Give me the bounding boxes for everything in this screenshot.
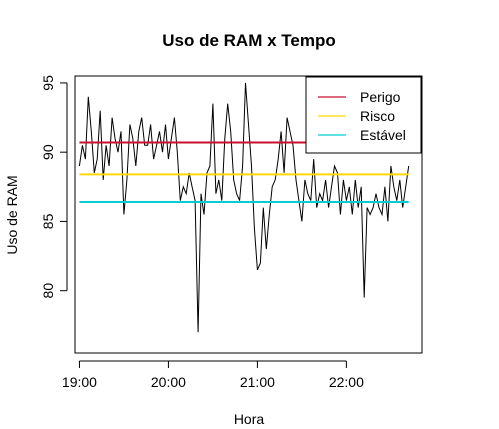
legend-label: Perigo	[360, 89, 401, 105]
y-tick-label: 90	[40, 144, 56, 160]
x-axis-label: Hora	[234, 411, 265, 427]
legend: Perigo Risco Estável	[306, 77, 421, 153]
x-tick-label: 19:00	[62, 374, 97, 390]
x-tick-label: 22:00	[329, 374, 364, 390]
legend-label: Risco	[360, 108, 395, 124]
legend-label: Estável	[360, 127, 406, 143]
chart-title: Uso de RAM x Tempo	[162, 31, 335, 50]
y-axis: 80 85 90 95	[40, 75, 67, 299]
y-tick-label: 95	[40, 75, 56, 91]
y-tick-label: 80	[40, 283, 56, 299]
y-tick-label: 85	[40, 213, 56, 229]
x-axis: 19:00 20:00 21:00 22:00	[62, 361, 364, 390]
y-axis-label: Uso de RAM	[4, 175, 20, 254]
x-tick-label: 21:00	[240, 374, 275, 390]
x-tick-label: 20:00	[151, 374, 186, 390]
